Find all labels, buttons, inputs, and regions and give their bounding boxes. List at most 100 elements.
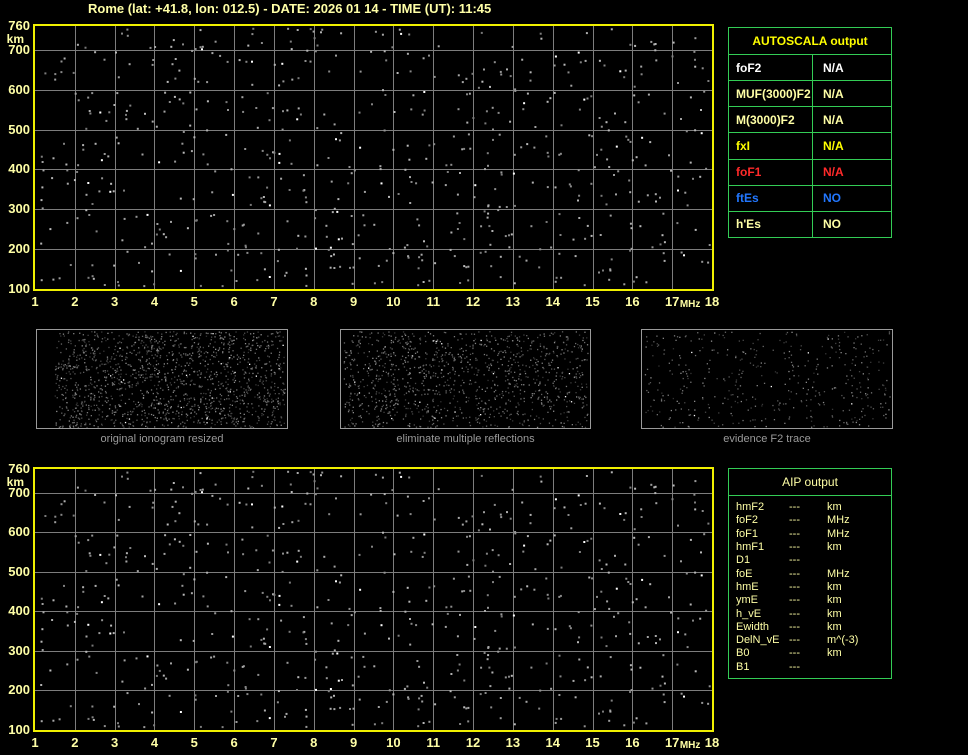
echo-dot bbox=[225, 388, 227, 390]
echo-dot bbox=[577, 347, 580, 349]
echo-dot bbox=[75, 382, 77, 384]
echo-dot bbox=[224, 414, 226, 416]
echo-dot bbox=[672, 348, 675, 350]
echo-dot bbox=[401, 355, 404, 357]
echo-dot bbox=[613, 615, 615, 618]
x-tick-label: 1 bbox=[31, 294, 39, 309]
echo-dot bbox=[115, 419, 117, 421]
echo-dot bbox=[564, 358, 566, 360]
echo-dot bbox=[445, 164, 448, 167]
echo-dot bbox=[60, 377, 63, 379]
echo-dot bbox=[253, 336, 255, 338]
echo-dot bbox=[453, 696, 456, 699]
echo-dot bbox=[651, 687, 654, 690]
echo-dot bbox=[685, 130, 688, 133]
echo-dot bbox=[456, 400, 459, 403]
echo-dot bbox=[83, 401, 86, 403]
echo-dot bbox=[227, 551, 229, 554]
echo-dot bbox=[181, 373, 183, 375]
echo-dot bbox=[359, 588, 362, 591]
echo-dot bbox=[684, 633, 687, 636]
echo-dot bbox=[422, 380, 424, 382]
echo-dot bbox=[872, 348, 874, 351]
echo-dot bbox=[519, 389, 522, 391]
echo-dot bbox=[405, 392, 408, 394]
echo-dot bbox=[246, 345, 248, 348]
echo-dot bbox=[471, 72, 474, 75]
echo-dot bbox=[66, 221, 69, 224]
echo-dot bbox=[889, 396, 891, 398]
echo-dot bbox=[113, 383, 116, 386]
echo-dot bbox=[856, 396, 858, 399]
echo-dot bbox=[378, 365, 381, 367]
echo-dot bbox=[835, 342, 837, 345]
echo-dot bbox=[527, 376, 529, 378]
echo-dot bbox=[145, 373, 147, 375]
echo-dot bbox=[345, 351, 347, 354]
echo-dot bbox=[586, 414, 588, 416]
echo-dot bbox=[406, 52, 409, 55]
echo-dot bbox=[407, 382, 409, 384]
echo-dot bbox=[83, 371, 85, 373]
echo-dot bbox=[676, 222, 679, 225]
echo-dot bbox=[94, 354, 96, 356]
echo-dot bbox=[344, 406, 346, 408]
echo-dot bbox=[82, 148, 85, 151]
echo-dot bbox=[349, 362, 351, 364]
echo-dot bbox=[232, 370, 234, 372]
echo-dot bbox=[220, 332, 222, 334]
echo-dot bbox=[40, 720, 43, 723]
echo-dot bbox=[539, 382, 541, 384]
echo-dot bbox=[164, 408, 166, 410]
echo-dot bbox=[388, 195, 390, 198]
echo-dot bbox=[91, 644, 94, 647]
echo-dot bbox=[469, 353, 472, 355]
echo-dot bbox=[153, 357, 155, 359]
echo-dot bbox=[870, 392, 873, 394]
echo-dot bbox=[281, 570, 284, 573]
echo-dot bbox=[88, 408, 90, 411]
echo-dot bbox=[60, 71, 63, 74]
echo-dot bbox=[430, 377, 432, 379]
echo-dot bbox=[487, 205, 490, 208]
echo-dot bbox=[490, 265, 493, 268]
echo-dot bbox=[585, 396, 587, 399]
echo-dot bbox=[149, 363, 152, 366]
echo-dot bbox=[231, 358, 233, 360]
echo-dot bbox=[56, 397, 58, 399]
echo-dot bbox=[125, 552, 128, 555]
echo-dot bbox=[250, 388, 252, 390]
echo-dot bbox=[91, 92, 94, 95]
echo-dot bbox=[494, 398, 496, 400]
echo-dot bbox=[570, 527, 573, 530]
echo-dot bbox=[76, 423, 78, 426]
echo-dot bbox=[231, 343, 233, 345]
echo-dot bbox=[251, 403, 253, 405]
echo-dot bbox=[70, 415, 72, 417]
echo-dot bbox=[244, 393, 246, 395]
x-tick-label: 17 bbox=[664, 294, 680, 309]
echo-dot bbox=[566, 416, 568, 418]
echo-dot bbox=[759, 332, 761, 335]
echo-dot bbox=[251, 376, 253, 378]
echo-dot bbox=[569, 627, 572, 630]
echo-dot bbox=[99, 111, 102, 114]
echo-dot bbox=[306, 492, 309, 495]
echo-dot bbox=[379, 607, 382, 610]
echo-dot bbox=[124, 358, 127, 361]
echo-dot bbox=[489, 528, 491, 531]
echo-dot bbox=[694, 670, 697, 673]
echo-dot bbox=[540, 399, 543, 401]
echo-dot bbox=[459, 408, 461, 411]
echo-dot bbox=[221, 342, 223, 344]
echo-dot bbox=[628, 621, 631, 624]
echo-dot bbox=[493, 391, 495, 393]
echo-dot bbox=[115, 51, 117, 54]
echo-dot bbox=[57, 367, 59, 369]
echo-dot bbox=[545, 353, 547, 355]
echo-dot bbox=[177, 338, 179, 340]
echo-dot bbox=[142, 345, 144, 347]
echo-dot bbox=[128, 423, 130, 425]
echo-dot bbox=[436, 393, 439, 395]
echo-dot bbox=[266, 398, 268, 400]
